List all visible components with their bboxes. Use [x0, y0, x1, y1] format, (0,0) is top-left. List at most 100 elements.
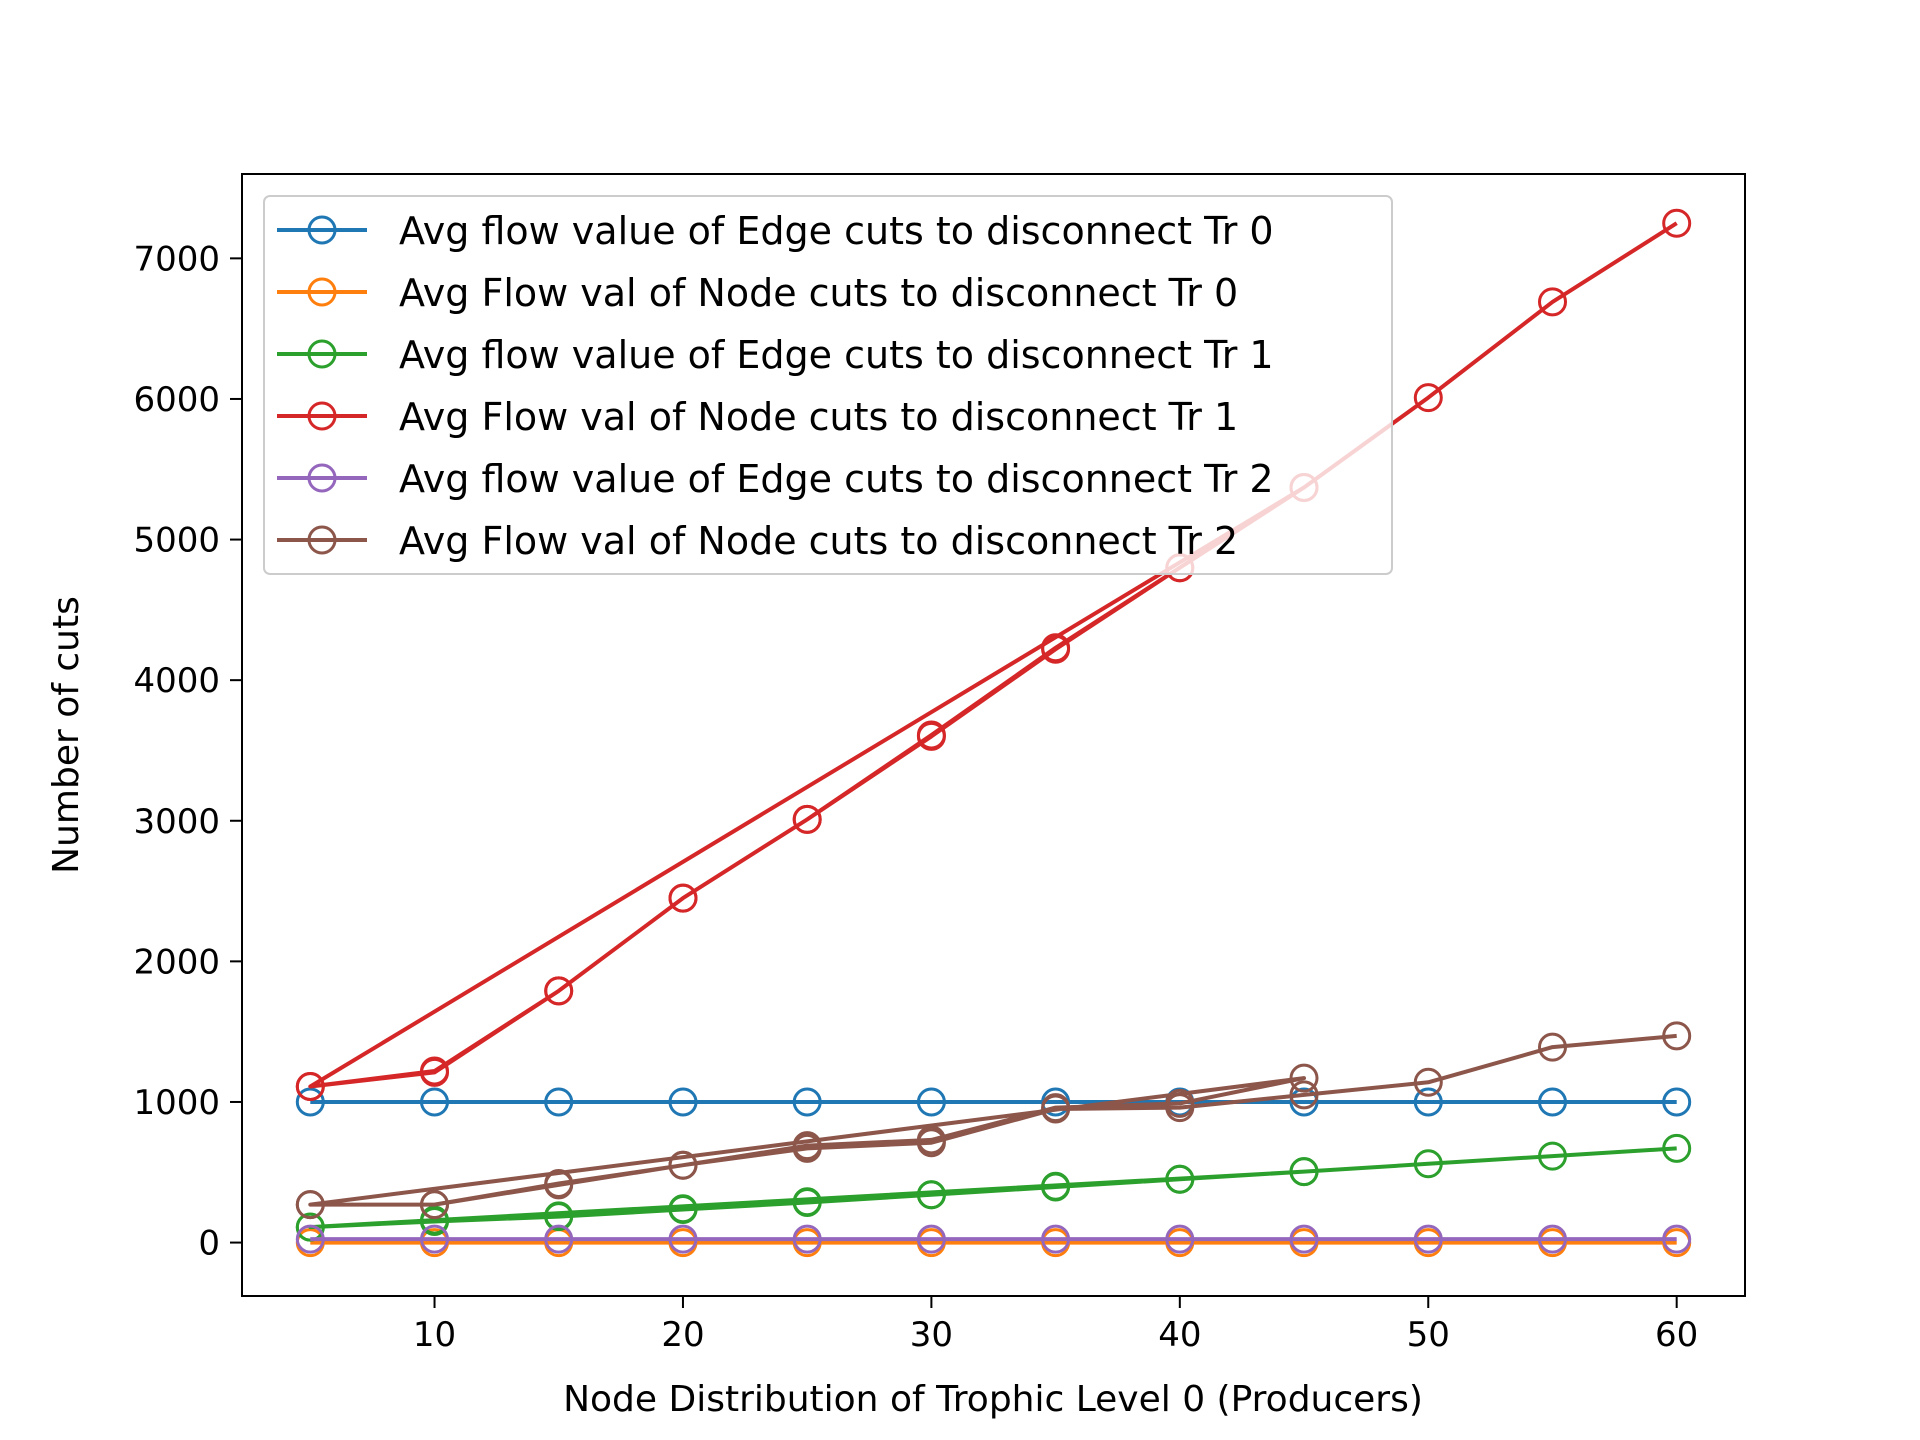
data-point-5-18 [1413, 1067, 1443, 1097]
data-point-4-1 [420, 1224, 449, 1254]
legend-entry-0: Avg flow value of Edge cuts to disconnec… [277, 209, 1274, 253]
data-point-3-15 [1041, 634, 1071, 664]
data-point-3-13 [792, 804, 822, 834]
legend-label-5: Avg Flow val of Node cuts to disconnect … [399, 519, 1238, 563]
data-point-0-8 [1289, 1087, 1319, 1117]
data-point-4-10 [1538, 1224, 1567, 1254]
legend-swatch-marker-0 [307, 215, 337, 245]
x-tick-label-0: 10 [413, 1315, 456, 1355]
data-point-4-5 [916, 1224, 946, 1254]
y-axis-title: Number of cuts [46, 596, 87, 874]
legend-label-4: Avg flow value of Edge cuts to disconnec… [399, 457, 1274, 501]
data-point-4-11 [1662, 1224, 1692, 1254]
data-point-4-0 [295, 1224, 325, 1254]
data-point-5-14 [916, 1128, 946, 1158]
data-point-4-6 [1041, 1224, 1071, 1254]
data-point-4-2 [544, 1224, 574, 1254]
data-point-3-20 [1662, 208, 1692, 238]
x-tick-label-3: 40 [1158, 1315, 1201, 1355]
data-point-3-18 [1413, 383, 1443, 413]
data-point-2-14 [916, 1180, 946, 1210]
data-point-2-16 [1165, 1164, 1195, 1194]
y-tick-label-6: 6000 [133, 380, 220, 420]
plot-area-frame [241, 173, 1746, 1297]
legend-label-0: Avg flow value of Edge cuts to disconnec… [399, 209, 1274, 253]
data-point-0-0 [295, 1087, 325, 1117]
data-point-2-17 [1289, 1157, 1319, 1187]
x-axis-title: Node Distribution of Trophic Level 0 (Pr… [563, 1379, 1423, 1420]
legend-label-2: Avg flow value of Edge cuts to disconnec… [399, 333, 1274, 377]
data-point-3-11 [544, 976, 574, 1006]
data-point-2-12 [668, 1195, 698, 1224]
legend-box [263, 195, 1393, 575]
y-tick-label-5: 5000 [133, 521, 220, 561]
data-point-5-19 [1538, 1032, 1567, 1062]
legend-label-1: Avg Flow val of Node cuts to disconnect … [399, 271, 1238, 315]
data-point-4-9 [1413, 1224, 1443, 1254]
data-point-0-10 [1538, 1087, 1567, 1117]
data-point-5-17 [1289, 1080, 1319, 1110]
data-point-2-20 [1662, 1133, 1692, 1163]
legend-swatch-marker-4 [307, 463, 337, 493]
data-point-5-12 [668, 1150, 698, 1180]
data-point-0-3 [668, 1087, 698, 1117]
data-point-3-9 [295, 1072, 325, 1101]
data-point-0-5 [916, 1087, 946, 1117]
data-point-4-4 [792, 1224, 822, 1254]
y-tick-label-1: 1000 [133, 1083, 220, 1123]
legend-swatch-marker-5 [307, 525, 337, 555]
series-line-2 [308, 1146, 1677, 1230]
y-tick-label-2: 2000 [133, 942, 220, 982]
legend-swatch-marker-2 [307, 339, 337, 369]
legend-entry-3: Avg Flow val of Node cuts to disconnect … [277, 395, 1238, 439]
series-5 [295, 1021, 1692, 1220]
legend-entry-4: Avg flow value of Edge cuts to disconnec… [277, 457, 1274, 501]
data-point-3-19 [1538, 287, 1567, 317]
data-point-4-7 [1165, 1224, 1195, 1254]
data-point-0-2 [544, 1087, 574, 1117]
data-point-2-13 [792, 1188, 822, 1217]
data-point-2-19 [1538, 1141, 1567, 1171]
y-tick-label-4: 4000 [133, 661, 220, 701]
data-point-0-11 [1662, 1087, 1692, 1117]
x-tick-label-1: 20 [661, 1315, 704, 1355]
y-tick-label-0: 0 [198, 1224, 220, 1264]
legend-label-3: Avg Flow val of Node cuts to disconnect … [399, 395, 1238, 439]
data-point-5-16 [1165, 1093, 1195, 1123]
x-tick-label-4: 50 [1407, 1315, 1450, 1355]
data-point-2-10 [420, 1207, 449, 1236]
data-point-3-10 [420, 1057, 449, 1087]
legend-entry-1: Avg Flow val of Node cuts to disconnect … [277, 271, 1238, 315]
data-point-0-4 [792, 1087, 822, 1117]
x-tick-label-5: 60 [1655, 1315, 1698, 1355]
data-point-4-8 [1289, 1224, 1319, 1254]
x-axis-ticks: 10 20 30 40 50 60 [413, 1296, 1698, 1355]
legend: Avg flow value of Edge cuts to disconnec… [263, 195, 1393, 575]
data-point-2-11 [544, 1202, 574, 1232]
data-point-2-15 [1041, 1172, 1071, 1202]
data-point-5-13 [792, 1133, 822, 1163]
x-tick-label-2: 30 [910, 1315, 953, 1355]
data-point-5-9 [295, 1190, 325, 1220]
data-point-3-12 [668, 883, 698, 913]
data-point-5-15 [1041, 1094, 1071, 1124]
data-point-5-20 [1662, 1021, 1692, 1051]
data-point-2-18 [1413, 1149, 1443, 1179]
data-point-3-14 [916, 721, 946, 751]
data-point-4-3 [668, 1224, 698, 1254]
data-point-5-11 [544, 1170, 574, 1200]
y-tick-label-3: 3000 [133, 802, 220, 842]
y-axis-ticks: 0 1000 2000 3000 4000 5000 6000 7000 [133, 239, 242, 1264]
data-point-0-9 [1413, 1087, 1443, 1117]
series-line-5 [308, 1033, 1677, 1207]
data-point-5-8 [1289, 1063, 1319, 1093]
legend-swatch-marker-3 [307, 401, 337, 431]
legend-entry-2: Avg flow value of Edge cuts to disconnec… [277, 333, 1274, 377]
data-point-0-1 [420, 1087, 449, 1117]
data-point-5-10 [420, 1190, 449, 1220]
series-2 [295, 1133, 1692, 1242]
legend-swatch-marker-1 [307, 277, 337, 307]
plot-lines [295, 208, 1692, 1258]
series-4 [295, 1224, 1692, 1254]
